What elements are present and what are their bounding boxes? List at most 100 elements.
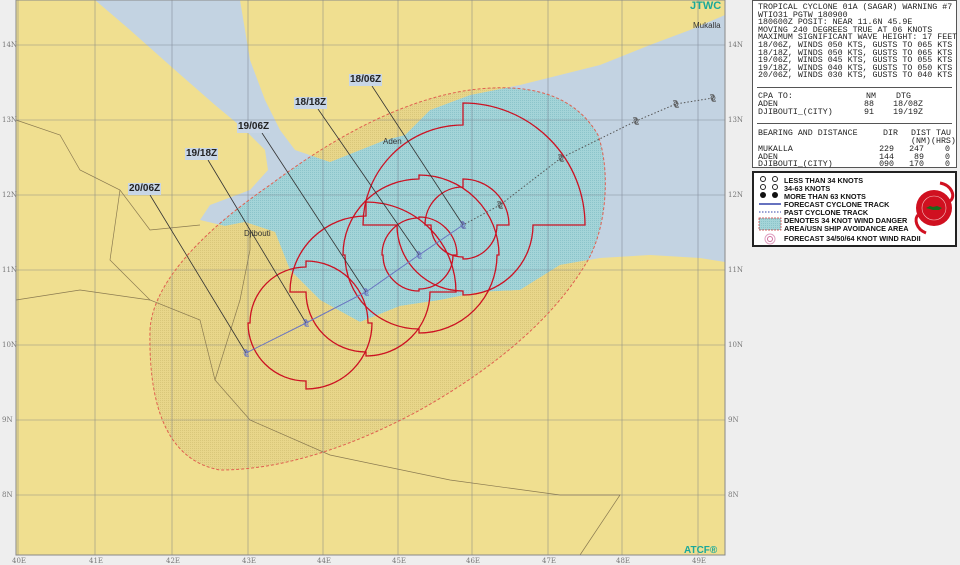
- legend-item-more-63: MORE THAN 63 KNOTS: [784, 192, 866, 201]
- atcf-brand: ATCF®: [684, 545, 718, 556]
- legend-item-past-track: PAST CYCLONE TRACK: [784, 208, 869, 217]
- cyclone-track-map: [15, 0, 726, 556]
- warning-line: 20/06Z, WINDS 030 KTS, GUSTS TO 040 KTS: [758, 71, 953, 81]
- legend-item-34-63: 34-63 KNOTS: [784, 184, 831, 193]
- bearing-row-tau: 0: [945, 152, 950, 162]
- legend-item-less-34: LESS THAN 34 KNOTS: [784, 176, 864, 185]
- cyclone-symbol-icon: [416, 252, 422, 258]
- cpa-col-nm: NM: [866, 92, 876, 101]
- bearing-col-dist: DIST: [911, 129, 931, 138]
- longitude-tick-label: 43E: [242, 557, 257, 565]
- map-legend: LESS THAN 34 KNOTS 34-63 KNOTS MORE THAN…: [752, 171, 957, 247]
- forecast-label-19-18z: 19/18Z: [185, 148, 219, 160]
- longitude-tick-label: 42E: [166, 557, 181, 565]
- longitude-tick-label: 44E: [317, 557, 332, 565]
- lat-lon-grid: [16, 0, 725, 555]
- bearing-row-dir: 229: [879, 145, 894, 154]
- warning-line: 180600Z POSIT: NEAR 11.6N 45.9E: [758, 18, 913, 28]
- latitude-tick-label: 10N: [728, 341, 744, 349]
- bearing-row-dist: 247: [909, 145, 924, 154]
- warning-line: 18/18Z, WINDS 050 KTS, GUSTS TO 065 KTS: [758, 48, 953, 58]
- cyclone-symbol-icon: [672, 100, 680, 108]
- latitude-tick-label: 12N: [2, 191, 18, 199]
- forecast-label-leaders: [149, 85, 464, 354]
- bearing-row-tau: 0: [945, 145, 950, 154]
- cyclone-symbol-icon: [558, 155, 564, 161]
- legend-item-avoidance-area: AREA/USN SHIP AVOIDANCE AREA: [784, 224, 909, 233]
- warning-line: MAXIMUM SIGNIFICANT WAVE HEIGHT: 17 FEET: [758, 33, 958, 43]
- latitude-tick-label: 8N: [728, 491, 739, 499]
- forecast-label-leader: [317, 108, 420, 256]
- forecast-label-18-06z: 18/06Z: [349, 74, 383, 86]
- forecast-label-18-18z: 18/18Z: [294, 97, 328, 109]
- bearing-row-dir: 144: [879, 152, 894, 162]
- longitude-tick-label: 47E: [542, 557, 557, 565]
- bearing-row-dist: 89: [914, 152, 924, 162]
- warning-line: WTIO31 PGTW 180900: [758, 10, 848, 20]
- divider: [757, 87, 952, 88]
- latitude-tick-label: 13N: [728, 116, 744, 124]
- bearing-col-tau: TAU: [936, 129, 951, 138]
- past-cyclone-track: [462, 97, 714, 226]
- legend-item-forecast-track: FORECAST CYCLONE TRACK: [784, 200, 890, 209]
- cpa-row-name: ADEN: [758, 100, 778, 109]
- cyclone-symbol-icon: [673, 101, 679, 107]
- latitude-tick-label: 9N: [728, 416, 739, 424]
- forecast-label-leader: [261, 132, 367, 293]
- cyclone-symbol-icon: [633, 118, 639, 124]
- latitude-tick-label: 12N: [728, 191, 744, 199]
- warning-line: 18/06Z, WINDS 050 KTS, GUSTS TO 065 KTS: [758, 41, 953, 50]
- cyclone-symbol-icon: [363, 289, 369, 295]
- cyclone-symbol-icon: [460, 222, 466, 228]
- longitude-tick-label: 49E: [692, 557, 707, 565]
- cyclone-symbol-icon: [710, 95, 716, 101]
- bearing-row-dir: 090: [879, 160, 894, 170]
- bearing-row-name: ADEN: [758, 152, 778, 162]
- wind-radii-50kt-18-06z: [424, 178, 510, 260]
- latitude-tick-label: 8N: [2, 491, 13, 499]
- longitude-tick-label: 46E: [466, 557, 481, 565]
- latitude-tick-label: 14N: [2, 41, 18, 49]
- cyclone-symbol-icon: [303, 320, 309, 326]
- cpa-col-dtg: DTG: [896, 92, 911, 101]
- legend-item-wind-radii: FORECAST 34/50/64 KNOT WIND RADII: [784, 234, 921, 243]
- wind-radii-50kt-18-18z: [381, 216, 458, 292]
- bearing-col-dir: DIR: [883, 129, 898, 138]
- forecast-label-20-06z: 20/06Z: [128, 183, 162, 195]
- cpa-row-name: DJIBOUTI_(CITY): [758, 108, 833, 117]
- forecast-label-leader: [149, 194, 247, 354]
- place-mukalla: Mukalla: [693, 21, 721, 30]
- bearing-row-name: MUKALLA: [758, 145, 793, 154]
- wind-radii-34kt-19-18z: [247, 260, 373, 390]
- forecast-label-leader: [207, 159, 307, 324]
- cyclone-symbol-icon: [709, 94, 717, 102]
- bearing-row-name: DJIBOUTI_(CITY): [758, 160, 833, 170]
- longitude-tick-label: 41E: [89, 557, 104, 565]
- place-aden: Aden: [383, 137, 402, 146]
- cpa-row-dtg: 18/08Z: [893, 100, 923, 109]
- cyclone-symbols: [242, 94, 717, 357]
- cyclone-symbol-icon: [243, 350, 249, 356]
- place-djibouti: Djibouti: [244, 229, 271, 238]
- latitude-tick-label: 14N: [728, 41, 744, 49]
- latitude-tick-label: 11N: [2, 266, 18, 274]
- jtwc-seal-icon: [914, 181, 955, 235]
- longitude-tick-label: 48E: [616, 557, 631, 565]
- wind-radii-34kt-19-06z: [289, 201, 457, 357]
- cyclone-symbol-icon: [632, 117, 640, 125]
- cpa-row-nm: 88: [864, 100, 874, 109]
- warning-line: 19/18Z, WINDS 040 KTS, GUSTS TO 050 KTS: [758, 63, 953, 73]
- forecast-label-19-06z: 19/06Z: [237, 121, 271, 133]
- bearing-col-dist-unit: (NM): [911, 137, 931, 146]
- cyclone-symbol-icon: [362, 288, 370, 296]
- divider: [757, 123, 952, 124]
- legend-symbols-icon: [758, 176, 782, 245]
- warning-line: MOVING 240 DEGREES TRUE AT 06 KNOTS: [758, 25, 933, 35]
- cyclone-symbol-icon: [415, 251, 423, 259]
- bearing-col-tau-unit: (HRS): [931, 137, 956, 146]
- latitude-tick-label: 9N: [2, 416, 13, 424]
- latitude-tick-label: 10N: [2, 341, 18, 349]
- legend-item-danger-area: DENOTES 34 KNOT WIND DANGER: [784, 216, 908, 225]
- forecast-label-leader: [371, 85, 464, 226]
- cyclone-symbol-icon: [496, 201, 504, 209]
